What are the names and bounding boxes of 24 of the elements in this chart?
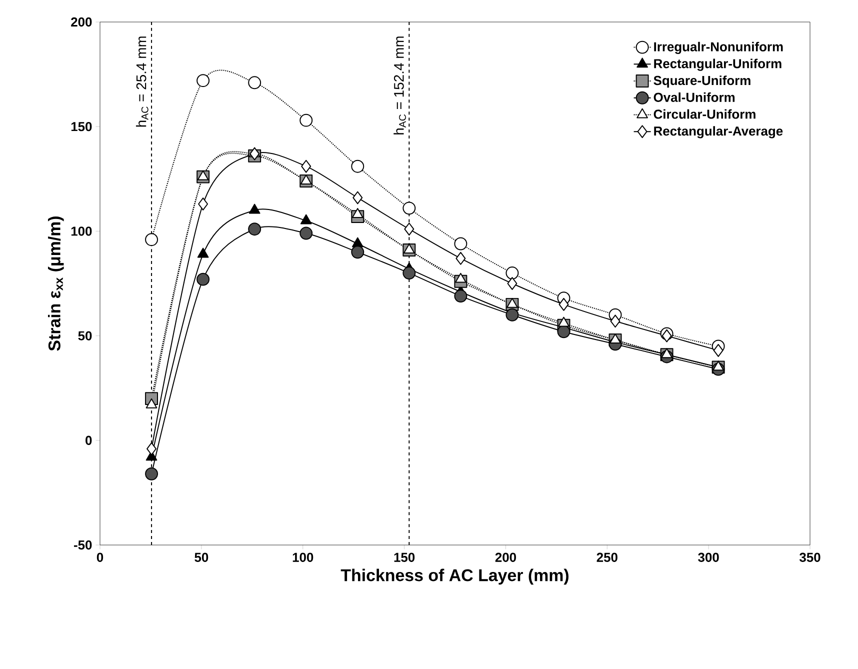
x-tick-label: 0 xyxy=(96,552,104,562)
legend-label: Rectangular-Uniform xyxy=(654,58,782,71)
ref-line-label: h$_{AC}$ = 152.4 mm xyxy=(394,36,406,134)
x-tick-label: 50 xyxy=(194,552,208,562)
ref-line-label: h$_{AC}$ = 25.4 mm xyxy=(136,36,148,127)
legend-label: Circular-Uniform xyxy=(654,109,756,119)
y-tick-label: 50 xyxy=(78,331,92,340)
legend-label: Oval-Uniform xyxy=(654,92,735,102)
y-tick-label: -50 xyxy=(74,540,92,550)
x-tick-label: 150 xyxy=(394,552,415,562)
x-tick-label: 200 xyxy=(495,552,516,562)
y-tick-label: 100 xyxy=(71,226,92,236)
x-tick-label: 350 xyxy=(800,552,820,562)
x-tick-label: 300 xyxy=(698,552,719,562)
x-tick-label: 100 xyxy=(292,552,314,562)
x-tick-label: 250 xyxy=(596,552,618,562)
legend-label: Rectangular-Average xyxy=(654,126,783,138)
y-tick-label: 0 xyxy=(86,436,92,445)
legend-label: Irregualr-Nonuniform xyxy=(654,42,783,54)
y-tick-label: 150 xyxy=(71,122,92,132)
y-tick-label: 200 xyxy=(71,17,92,27)
x-axis-title: Thickness of AC Layer (mm) xyxy=(340,568,568,585)
legend-label: Square-Uniform xyxy=(654,76,750,88)
y-axis-title: Strain ε$_{xx}$ (μm/m) xyxy=(48,216,64,351)
